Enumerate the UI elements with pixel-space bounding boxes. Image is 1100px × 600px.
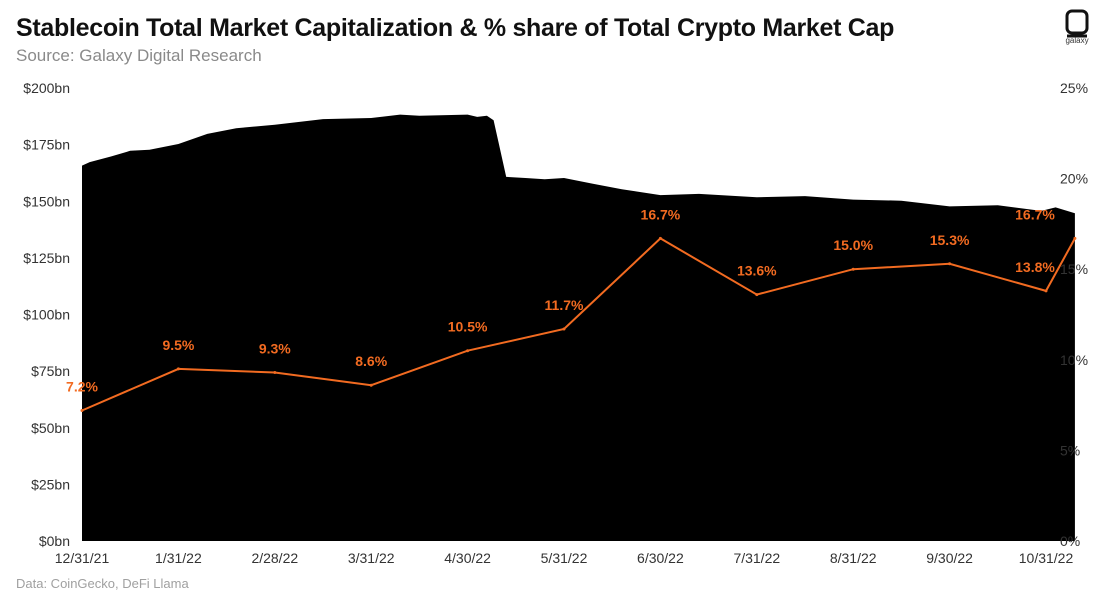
data-label: 13.6% xyxy=(737,263,777,279)
x-tick-label: 12/31/21 xyxy=(55,550,110,566)
data-label: 11.7% xyxy=(545,297,584,313)
x-tick-label: 8/31/22 xyxy=(830,550,877,566)
pct-share-point xyxy=(176,367,180,371)
pct-share-point xyxy=(851,267,855,271)
pct-share-point xyxy=(658,236,662,240)
pct-share-point xyxy=(369,383,373,387)
x-tick-label: 5/31/22 xyxy=(541,550,588,566)
pct-share-point xyxy=(755,293,759,297)
x-tick-label: 4/30/22 xyxy=(444,550,491,566)
chart-footer: Data: CoinGecko, DeFi Llama xyxy=(16,576,189,591)
data-label: 13.8% xyxy=(1015,259,1055,275)
pct-share-line xyxy=(81,237,1076,412)
data-label: 15.3% xyxy=(930,232,970,248)
data-label: 8.6% xyxy=(355,353,387,369)
x-tick-label: 3/31/22 xyxy=(348,550,395,566)
data-label: 9.3% xyxy=(259,341,291,357)
logo-text: galaxy xyxy=(1065,36,1089,45)
y-left-tick-label: $200bn xyxy=(23,80,70,96)
x-tick-label: 10/31/22 xyxy=(1019,550,1074,566)
x-tick-label: 9/30/22 xyxy=(926,550,973,566)
x-tick-label: 6/30/22 xyxy=(637,550,684,566)
y-right-tick-label: 5% xyxy=(1060,442,1080,458)
pct-share-point xyxy=(948,262,952,266)
pct-share-point xyxy=(1044,289,1048,293)
y-left-tick-label: $125bn xyxy=(23,250,70,266)
pct-share-point xyxy=(273,371,277,374)
y-right-tick-label: 15% xyxy=(1060,261,1088,277)
stablecoin-market-cap-area xyxy=(82,114,1075,541)
data-label: 7.2% xyxy=(66,379,98,395)
y-right-tick-label: 10% xyxy=(1060,352,1088,368)
y-left-tick-label: $50bn xyxy=(31,420,70,436)
chart-title: Stablecoin Total Market Capitalization &… xyxy=(16,14,895,42)
galaxy-logo-icon xyxy=(1065,9,1089,38)
x-tick-label: 2/28/22 xyxy=(251,550,298,566)
pct-share-point xyxy=(466,349,470,353)
y-right-tick-label: 25% xyxy=(1060,80,1088,96)
data-label: 9.5% xyxy=(162,337,194,353)
x-tick-label: 1/31/22 xyxy=(155,550,202,566)
data-label: 16.7% xyxy=(641,206,681,222)
data-label: 10.5% xyxy=(448,319,488,335)
y-left-tick-label: $25bn xyxy=(31,476,70,492)
y-left-tick-label: $175bn xyxy=(23,137,70,153)
y-left-tick-label: $100bn xyxy=(23,307,70,323)
pct-share-point xyxy=(562,327,566,331)
data-label: 16.7% xyxy=(1015,206,1055,222)
y-right-tick-label: 20% xyxy=(1060,171,1088,187)
chart-subtitle: Source: Galaxy Digital Research xyxy=(16,46,262,65)
data-label: 15.0% xyxy=(833,237,873,253)
pct-share-point xyxy=(1073,236,1077,240)
y-right-tick-label: 0% xyxy=(1060,533,1080,549)
y-left-tick-label: $150bn xyxy=(23,193,70,209)
y-left-tick-label: $75bn xyxy=(31,363,70,379)
y-left-tick-label: $0bn xyxy=(39,533,70,549)
pct-share-point xyxy=(80,409,84,412)
x-tick-label: 7/31/22 xyxy=(733,550,780,566)
